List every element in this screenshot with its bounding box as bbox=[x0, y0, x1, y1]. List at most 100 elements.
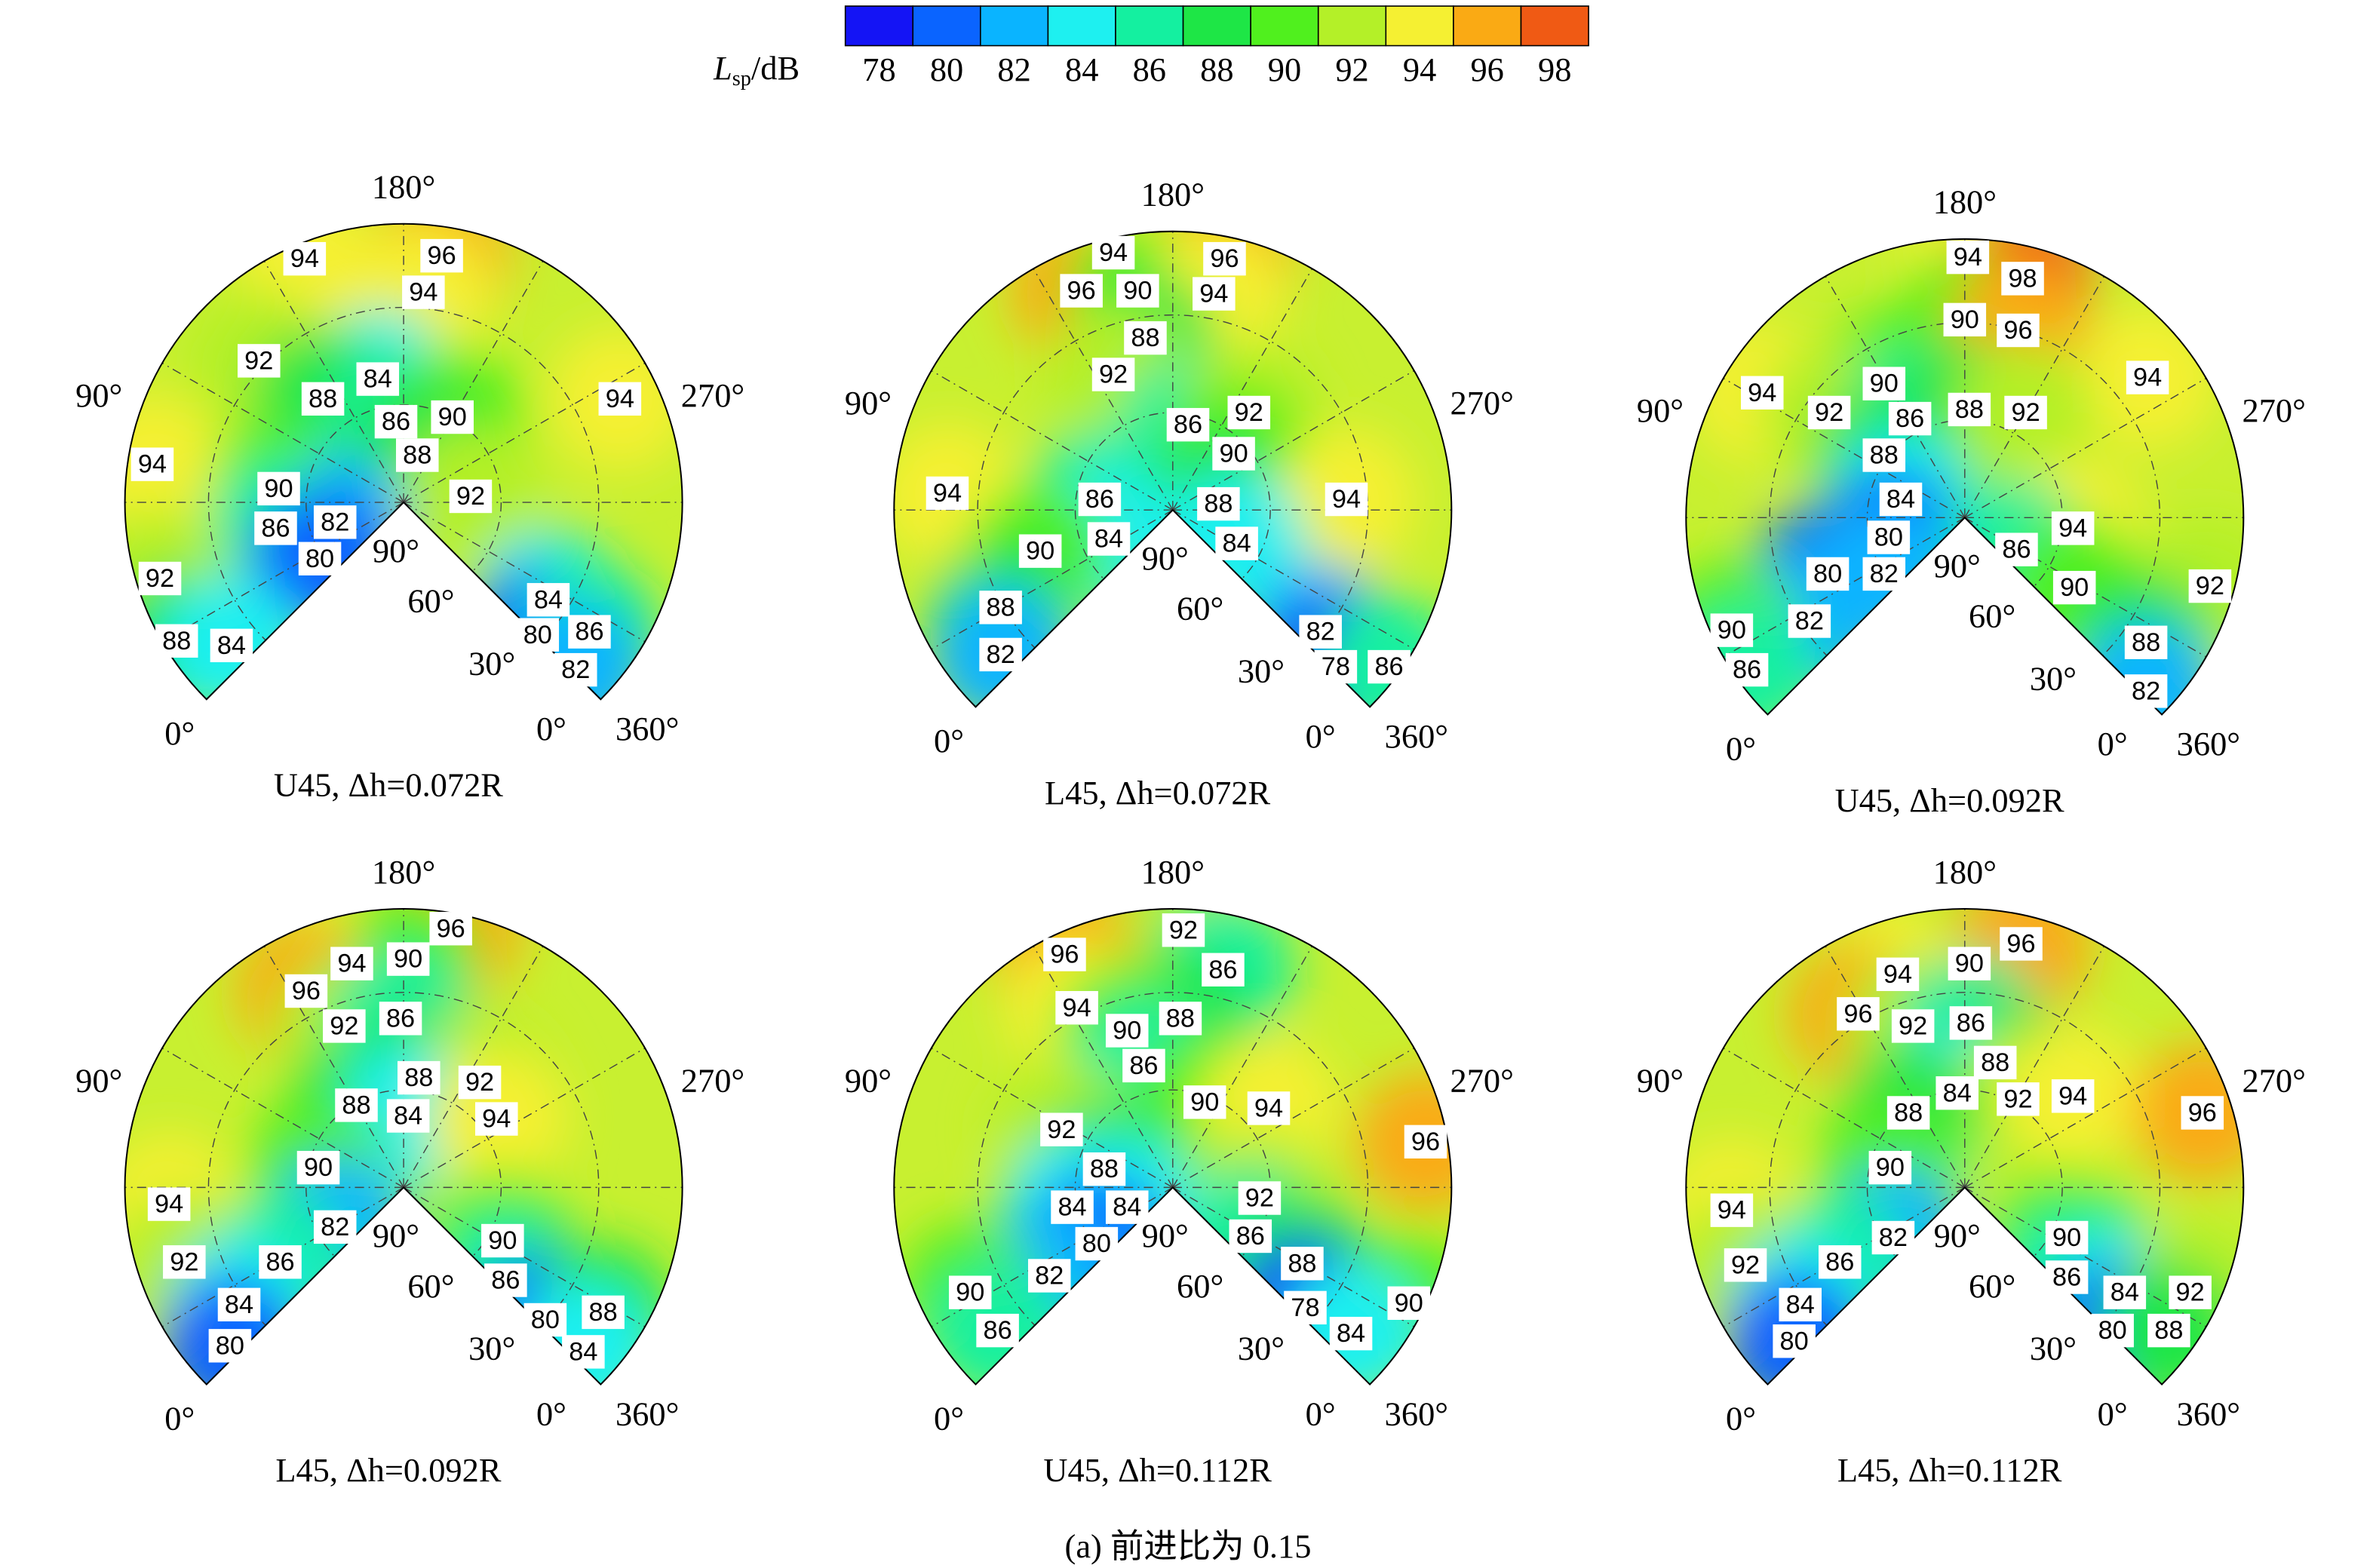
contour-label-box bbox=[2045, 1260, 2089, 1294]
contour-label: 80 bbox=[1082, 1229, 1111, 1258]
polar-grid bbox=[1172, 1048, 1415, 1189]
polar-grid bbox=[1769, 992, 2161, 1383]
colorbar-segment bbox=[1047, 5, 1116, 47]
angle-label: 60° bbox=[407, 582, 454, 620]
contour-label: 90 bbox=[2052, 1223, 2081, 1252]
contour-label-box bbox=[130, 447, 174, 481]
contour-label-box bbox=[1078, 482, 1122, 517]
contour-label-box bbox=[1087, 522, 1131, 556]
contour-label: 92 bbox=[1169, 916, 1198, 944]
colorbar-segment bbox=[980, 5, 1049, 47]
contour-label-box bbox=[1314, 649, 1358, 684]
polar-grid bbox=[1964, 377, 2207, 518]
angle-label: 30° bbox=[2030, 659, 2077, 697]
contour-label-box bbox=[481, 1223, 524, 1258]
angle-label: 0° bbox=[934, 1399, 964, 1437]
colorbar-unit: /dB bbox=[751, 49, 800, 87]
colorbar-segment bbox=[1115, 5, 1184, 47]
contour-label-box bbox=[516, 618, 560, 652]
contour-label: 88 bbox=[987, 593, 1015, 621]
contour-label: 92 bbox=[2003, 1085, 2032, 1113]
contour-label: 84 bbox=[217, 631, 246, 660]
contour-label: 82 bbox=[987, 640, 1015, 669]
angle-label: 270° bbox=[1450, 384, 1514, 422]
contour-label-box bbox=[1997, 1082, 2040, 1116]
contour-label-box bbox=[1122, 1048, 1165, 1083]
contour-label: 96 bbox=[1843, 999, 1872, 1028]
angle-label: 0° bbox=[934, 722, 964, 759]
angle-label: 360° bbox=[615, 710, 679, 747]
polar-grid bbox=[931, 370, 1174, 511]
contour-label-box bbox=[1247, 1091, 1291, 1125]
contour-label-box bbox=[1788, 604, 1831, 638]
contour-label: 96 bbox=[1050, 940, 1079, 969]
polar-grid bbox=[1964, 1186, 2207, 1327]
angle-label: 0° bbox=[164, 1399, 195, 1437]
panel-title: L45, Δh=0.072R bbox=[1045, 774, 1271, 812]
contour-label-box bbox=[1948, 947, 1991, 980]
contour-label-box bbox=[356, 362, 400, 396]
contour-label-box bbox=[1105, 1014, 1149, 1048]
contour-label: 96 bbox=[1210, 244, 1239, 273]
contour-label-box bbox=[1193, 277, 1236, 311]
contour-label-box bbox=[1724, 1248, 1767, 1282]
angle-label: 360° bbox=[2177, 725, 2240, 763]
panel-title: L45, Δh=0.112R bbox=[1837, 1451, 2062, 1489]
contour-label-box bbox=[2000, 927, 2043, 961]
contour-label: 82 bbox=[321, 1213, 349, 1241]
contour-label: 96 bbox=[2188, 1099, 2217, 1128]
polar-grid bbox=[1964, 946, 2105, 1188]
contour-label-box bbox=[330, 947, 373, 980]
contour-label-box bbox=[1212, 437, 1255, 471]
contour-label-box bbox=[1888, 401, 1932, 436]
contour-label-box bbox=[1166, 407, 1210, 442]
contour-label: 82 bbox=[2132, 677, 2160, 705]
contour-label: 88 bbox=[2154, 1316, 2183, 1345]
contour-label: 88 bbox=[403, 441, 431, 470]
contour-label: 88 bbox=[404, 1063, 433, 1092]
contour-label-box bbox=[2103, 1275, 2147, 1309]
contour-label: 96 bbox=[427, 241, 456, 270]
contour-label-box bbox=[284, 974, 328, 1008]
contour-label: 86 bbox=[1896, 404, 1924, 433]
contour-label-box bbox=[1027, 1259, 1071, 1293]
contour-label-box bbox=[1329, 1316, 1373, 1351]
contour-label: 92 bbox=[1235, 398, 1263, 427]
angle-label: 90° bbox=[75, 1061, 122, 1099]
contour-label: 86 bbox=[1085, 485, 1114, 514]
contour-label: 88 bbox=[309, 385, 337, 413]
contour-label: 90 bbox=[1026, 537, 1054, 566]
contour-label-box bbox=[1238, 1181, 1282, 1215]
contour-label-box bbox=[1935, 1076, 1978, 1110]
contour-label: 94 bbox=[1254, 1094, 1283, 1123]
contour-label: 90 bbox=[2060, 573, 2089, 602]
contour-label: 86 bbox=[261, 514, 290, 542]
contour-label-box bbox=[948, 1275, 992, 1309]
contour-label-box bbox=[402, 275, 445, 309]
contour-label: 96 bbox=[2006, 930, 2035, 959]
angle-label: 270° bbox=[2242, 391, 2306, 429]
colorbar-segment bbox=[1520, 5, 1589, 47]
contour-label-box bbox=[1091, 357, 1135, 391]
polar-grid bbox=[263, 260, 404, 503]
angle-label: 60° bbox=[1969, 597, 2015, 635]
contour-label: 92 bbox=[1245, 1184, 1274, 1213]
contour-label-box bbox=[1082, 1152, 1126, 1186]
contour-label: 84 bbox=[1113, 1193, 1141, 1222]
contour-label-box bbox=[1948, 392, 1991, 427]
polar-grid bbox=[977, 314, 1369, 706]
contour-label-box bbox=[1862, 367, 1906, 400]
colorbar-tick-label: 94 bbox=[1403, 51, 1436, 88]
contour-label: 96 bbox=[2003, 316, 2032, 345]
contour-label-box bbox=[2051, 511, 2095, 545]
contour-label-box bbox=[254, 511, 297, 545]
contour-label-box bbox=[1075, 1226, 1119, 1261]
contour-label: 84 bbox=[1223, 529, 1251, 558]
contour-label-box bbox=[926, 476, 969, 511]
angle-label: 270° bbox=[2242, 1061, 2306, 1099]
colorbar-tick-label: 92 bbox=[1335, 51, 1368, 88]
contour-label-box bbox=[155, 624, 198, 658]
contour-label: 90 bbox=[438, 403, 467, 431]
panel-title: U45, Δh=0.092R bbox=[1835, 781, 2064, 819]
